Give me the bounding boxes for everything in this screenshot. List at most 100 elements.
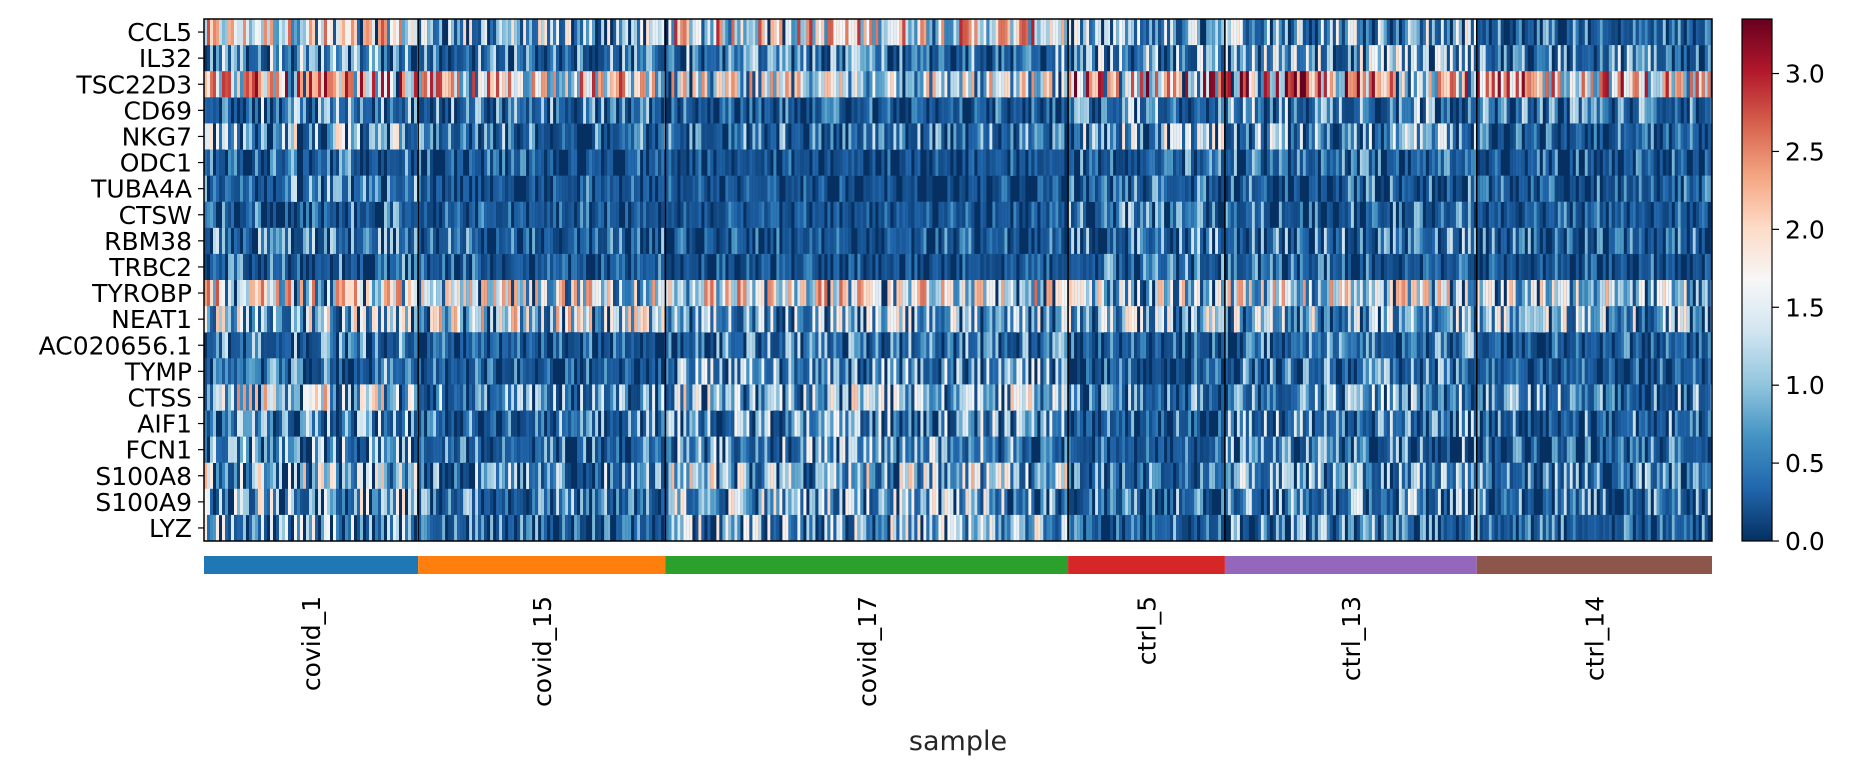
heatmap-cell: [1659, 175, 1663, 202]
heatmap-cell: [547, 19, 551, 46]
heatmap-cell: [704, 227, 708, 255]
heatmap-cell: [568, 45, 572, 72]
heatmap-cell: [1116, 175, 1120, 202]
heatmap-cell: [1347, 175, 1351, 202]
heatmap-cell: [971, 19, 975, 46]
heatmap-cell: [1272, 253, 1276, 281]
heatmap-cell: [1353, 149, 1357, 176]
heatmap-cell: [541, 149, 545, 176]
heatmap-cell: [893, 71, 897, 98]
heatmap-cell: [1509, 123, 1513, 150]
heatmap-cell: [722, 149, 726, 176]
heatmap-cell: [231, 45, 234, 72]
heatmap-cell: [1119, 97, 1123, 124]
heatmap-cell: [920, 19, 924, 46]
heatmap-cell: [541, 71, 545, 98]
heatmap-cell: [1089, 280, 1093, 307]
heatmap-cell: [1482, 123, 1486, 150]
heatmap-cell: [1275, 45, 1279, 72]
heatmap-cell: [1326, 280, 1330, 307]
heatmap-cell: [529, 97, 533, 124]
heatmap-cell: [824, 45, 828, 72]
heatmap-cell: [312, 280, 315, 307]
heatmap-cell: [947, 123, 951, 150]
heatmap-cell: [1311, 280, 1315, 307]
heatmap-cell: [327, 97, 330, 124]
heatmap-cell: [929, 175, 933, 202]
heatmap-cell: [1329, 201, 1333, 229]
heatmap-cell: [1485, 175, 1489, 202]
heatmap-cell: [1125, 175, 1129, 202]
heatmap-cell: [1518, 149, 1522, 176]
heatmap-cell: [601, 71, 605, 98]
heatmap-cell: [1395, 45, 1399, 72]
heatmap-cell: [992, 201, 996, 229]
heatmap-cell: [1548, 253, 1552, 281]
heatmap-cell: [950, 280, 954, 307]
heatmap-cell: [719, 149, 723, 176]
heatmap-cell: [595, 123, 599, 150]
heatmap-cell: [1083, 175, 1087, 202]
heatmap-cell: [821, 253, 825, 281]
heatmap-cell: [1284, 97, 1288, 124]
heatmap-cell: [1341, 280, 1345, 307]
heatmap-cell: [1188, 175, 1192, 202]
heatmap-cell: [1503, 71, 1507, 98]
heatmap-cell: [1176, 123, 1180, 150]
heatmap-cell: [1332, 253, 1336, 281]
heatmap-cell: [692, 306, 696, 333]
gene-label: TRBC2: [108, 253, 192, 282]
heatmap-cell: [728, 123, 732, 150]
heatmap-cell: [818, 45, 822, 72]
heatmap-cell: [941, 97, 945, 124]
heatmap-cell: [562, 175, 566, 202]
heatmap-cell: [1004, 123, 1008, 150]
heatmap-cell: [297, 253, 300, 281]
heatmap-cell: [616, 253, 620, 281]
heatmap-cell: [321, 19, 324, 46]
heatmap-cell: [312, 201, 315, 229]
heatmap-cell: [848, 280, 852, 307]
heatmap-cell: [704, 253, 708, 281]
heatmap-cell: [1647, 19, 1651, 46]
heatmap-cell: [279, 123, 282, 150]
heatmap-cell: [333, 97, 336, 124]
heatmap-cell: [812, 97, 816, 124]
heatmap-cell: [249, 175, 252, 202]
heatmap-cell: [1086, 253, 1090, 281]
heatmap-cell: [1080, 71, 1084, 98]
heatmap-cell: [1623, 123, 1627, 150]
heatmap-cell: [285, 19, 288, 46]
heatmap-cell: [1037, 19, 1041, 46]
heatmap-cell: [264, 45, 267, 72]
heatmap-cell: [689, 97, 693, 124]
heatmap-cell: [1230, 175, 1234, 202]
heatmap-cell: [625, 201, 629, 229]
heatmap-cell: [1491, 280, 1495, 307]
heatmap-cell: [1206, 123, 1210, 150]
heatmap-cell: [526, 123, 530, 150]
heatmap-cell: [523, 280, 527, 307]
heatmap-cell: [619, 253, 623, 281]
heatmap-cell: [402, 227, 405, 255]
heatmap-cell: [222, 253, 225, 281]
heatmap-cell: [1476, 175, 1480, 202]
heatmap-cell: [1245, 97, 1249, 124]
heatmap-cell: [496, 97, 500, 124]
heatmap-cell: [1119, 227, 1123, 255]
heatmap-cell: [556, 175, 560, 202]
heatmap-cell: [1413, 227, 1417, 255]
heatmap-cell: [1590, 227, 1594, 255]
heatmap-cell: [427, 175, 431, 202]
heatmap-cell: [1701, 19, 1705, 46]
heatmap-cell: [1311, 149, 1315, 176]
heatmap-cell: [381, 306, 384, 333]
heatmap-cell: [800, 71, 804, 98]
heatmap-cell: [1677, 201, 1681, 229]
heatmap-cell: [971, 253, 975, 281]
heatmap-cell: [1644, 123, 1648, 150]
heatmap-cell: [496, 71, 500, 98]
heatmap-cell: [490, 123, 494, 150]
heatmap-cell: [414, 71, 417, 98]
heatmap-cell: [613, 71, 617, 98]
